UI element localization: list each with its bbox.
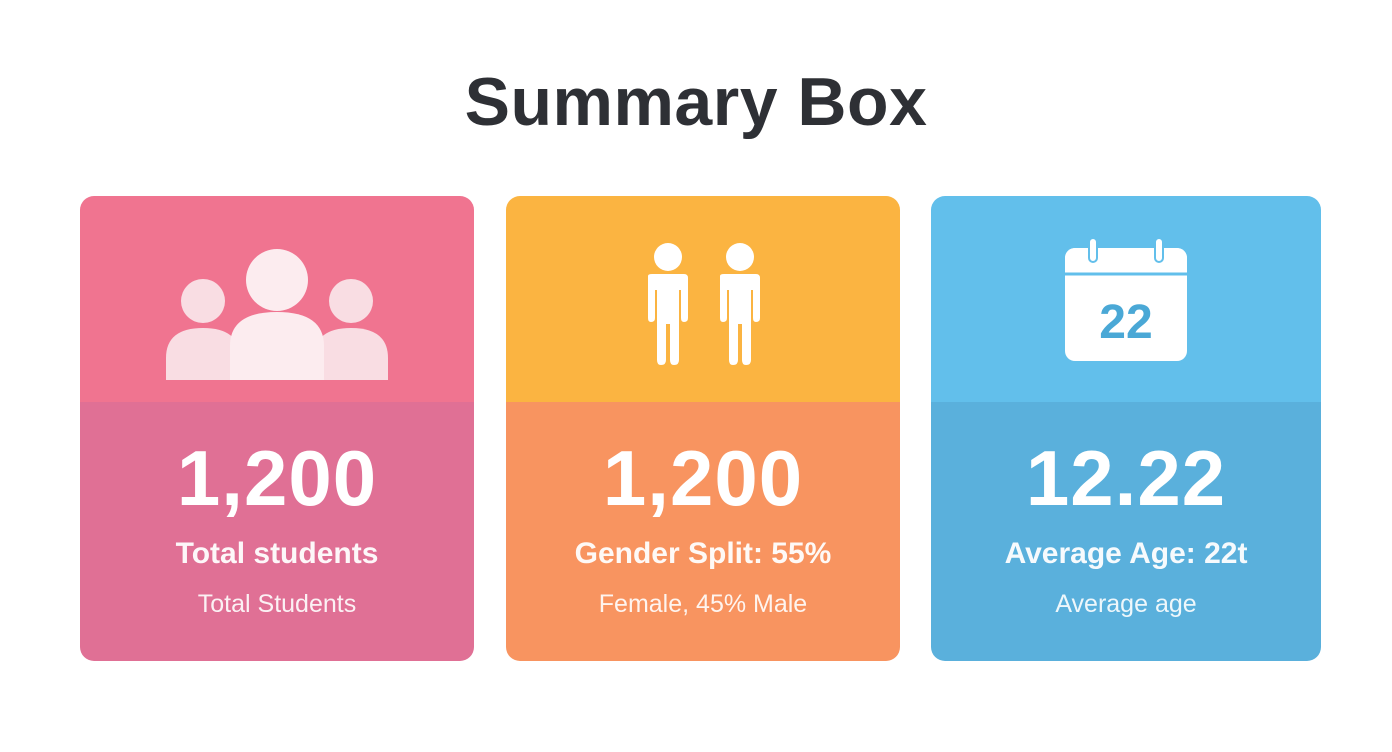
stat-sublabel: Total Students [197,590,357,618]
card-body: 1,200 Total students Total Students [80,402,474,661]
card-body: 1,200 Gender Split: 55% Female, 45% Male [506,402,900,661]
summary-card-average-age: 22 12.22 Average Age: 22t Average age [931,196,1321,661]
card-header: 22 [931,196,1321,402]
card-header [80,196,474,402]
stat-value: 1,200 [176,434,378,522]
stat-sublabel: Average age [1055,590,1197,618]
calendar-icon: 22 [931,196,1321,402]
stat-label: Average Age: 22t [1004,537,1248,570]
stat-sublabel: Female, 45% Male [598,590,808,618]
calendar-day-text: 22 [1099,296,1152,349]
stat-label: Total students [175,537,379,570]
summary-card-gender-split: 1,200 Gender Split: 55% Female, 45% Male [506,196,900,661]
stat-label: Gender Split: 55% [574,537,832,570]
users-group-icon [80,196,474,402]
gender-people-icon [506,196,900,402]
stat-value: 12.22 [1025,434,1227,522]
card-header [506,196,900,402]
summary-card-total-students: 1,200 Total students Total Students [80,196,474,661]
page-title: Summary Box [464,64,928,140]
stat-value: 1,200 [602,434,804,522]
card-body: 12.22 Average Age: 22t Average age [931,402,1321,661]
